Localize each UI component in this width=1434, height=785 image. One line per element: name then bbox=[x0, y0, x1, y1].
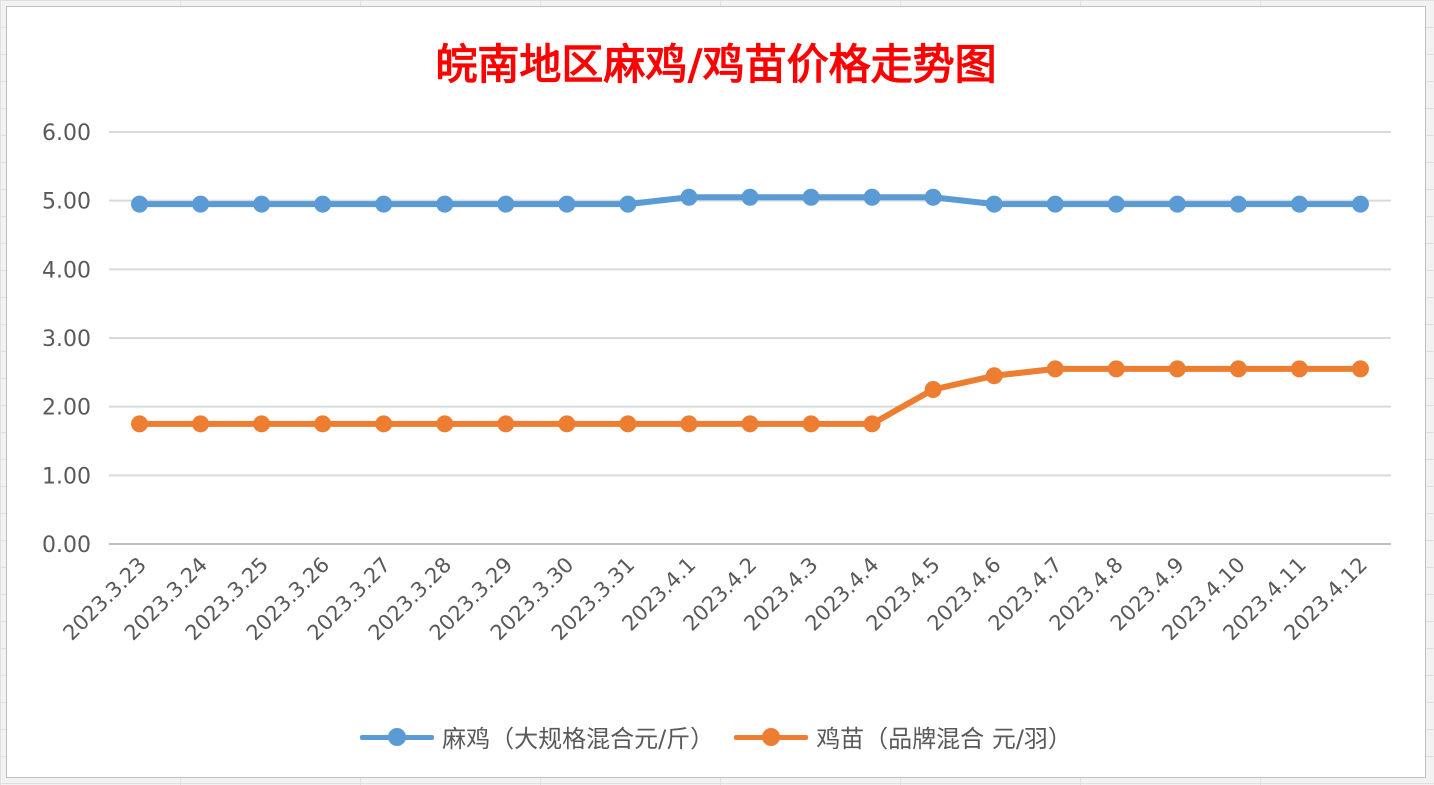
legend-item-series-1[interactable]: 麻鸡（大规格混合元/斤） bbox=[360, 719, 714, 754]
data-point bbox=[1290, 360, 1308, 378]
data-point bbox=[131, 195, 149, 213]
chart-legend: 麻鸡（大规格混合元/斤） 鸡苗（品牌混合 元/羽） bbox=[7, 719, 1425, 754]
data-point bbox=[1107, 360, 1125, 378]
data-point bbox=[192, 415, 210, 433]
data-point bbox=[1168, 195, 1186, 213]
data-point bbox=[192, 195, 210, 213]
data-point bbox=[1229, 195, 1247, 213]
data-point bbox=[558, 415, 576, 433]
data-point bbox=[1046, 360, 1064, 378]
data-point bbox=[924, 381, 942, 398]
data-point bbox=[314, 195, 332, 213]
data-point bbox=[924, 188, 942, 206]
data-point bbox=[436, 195, 454, 213]
data-point bbox=[619, 195, 637, 213]
data-point bbox=[680, 188, 698, 206]
data-point bbox=[1229, 360, 1247, 378]
data-point bbox=[619, 415, 637, 433]
data-point bbox=[1046, 195, 1064, 213]
data-point bbox=[375, 415, 393, 433]
data-point bbox=[253, 415, 271, 433]
y-tick-label: 1.00 bbox=[42, 464, 91, 489]
y-tick-label: 4.00 bbox=[42, 258, 91, 283]
data-point bbox=[131, 415, 149, 433]
y-tick-label: 3.00 bbox=[42, 327, 91, 352]
data-point bbox=[863, 188, 881, 206]
data-point bbox=[985, 195, 1003, 213]
legend-item-series-2[interactable]: 鸡苗（品牌混合 元/羽） bbox=[734, 719, 1072, 754]
y-tick-label: 2.00 bbox=[42, 396, 91, 421]
data-point bbox=[497, 195, 515, 213]
data-point bbox=[680, 415, 698, 433]
data-point bbox=[253, 195, 271, 213]
data-point bbox=[802, 188, 820, 206]
line-chart-plot: 0.001.002.003.004.005.006.002023.3.23202… bbox=[42, 121, 1391, 645]
legend-swatch-series-2 bbox=[734, 726, 809, 748]
data-point bbox=[1290, 195, 1308, 213]
data-point bbox=[1351, 360, 1369, 378]
data-point bbox=[497, 415, 515, 433]
data-point bbox=[802, 415, 820, 433]
data-point bbox=[1351, 195, 1369, 213]
y-tick-label: 5.00 bbox=[42, 190, 91, 215]
data-point bbox=[741, 415, 759, 433]
y-tick-label: 0.00 bbox=[42, 533, 91, 558]
legend-swatch-series-1 bbox=[360, 726, 435, 748]
data-point bbox=[1107, 195, 1125, 213]
y-tick-label: 6.00 bbox=[42, 121, 91, 146]
data-point bbox=[863, 415, 881, 433]
data-point bbox=[741, 188, 759, 206]
legend-label-series-2: 鸡苗（品牌混合 元/羽） bbox=[816, 725, 1072, 753]
chart-title: 皖南地区麻鸡/鸡苗价格走势图 bbox=[435, 40, 997, 89]
data-point bbox=[436, 415, 454, 433]
data-point bbox=[314, 415, 332, 433]
data-point bbox=[375, 195, 393, 213]
data-point bbox=[985, 367, 1003, 385]
chart-container[interactable]: 皖南地区麻鸡/鸡苗价格走势图 0.00 1.00 2.00 3.00 4.00 5.00 6… bbox=[6, 6, 1426, 778]
legend-label-series-1: 麻鸡（大规格混合元/斤） bbox=[442, 725, 715, 753]
data-point bbox=[558, 195, 576, 213]
data-point bbox=[1168, 360, 1186, 378]
